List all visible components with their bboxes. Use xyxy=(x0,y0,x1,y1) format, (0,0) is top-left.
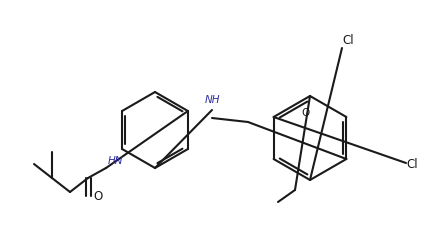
Text: HN: HN xyxy=(108,156,123,166)
Text: NH: NH xyxy=(204,95,220,105)
Text: O: O xyxy=(93,190,102,204)
Text: Cl: Cl xyxy=(342,33,354,47)
Text: Cl: Cl xyxy=(406,158,418,172)
Text: O: O xyxy=(302,108,310,118)
